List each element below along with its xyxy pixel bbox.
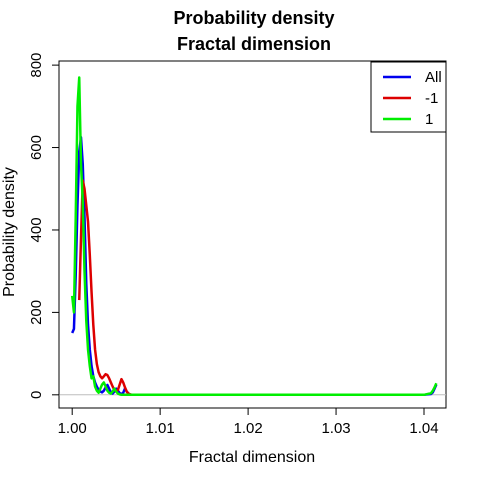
- y-axis-label: Probability density: [1, 167, 18, 297]
- x-axis-label: Fractal dimension: [189, 449, 315, 466]
- chart-subtitle: Fractal dimension: [177, 34, 331, 54]
- y-tick-label: 400: [28, 217, 45, 242]
- x-tick-label: 1.00: [58, 420, 87, 437]
- legend-label-0: All: [425, 69, 442, 86]
- x-tick-label: 1.01: [146, 420, 175, 437]
- legend-label-1: -1: [425, 90, 438, 107]
- y-tick-label: 200: [28, 300, 45, 325]
- y-tick-label: 800: [28, 53, 45, 78]
- x-tick-label: 1.03: [321, 420, 350, 437]
- x-tick-label: 1.04: [409, 420, 438, 437]
- chart-title: Probability density: [173, 8, 334, 28]
- x-tick-label: 1.02: [234, 420, 263, 437]
- legend-label-2: 1: [425, 111, 433, 128]
- y-tick-label: 0: [28, 391, 45, 399]
- y-tick-label: 600: [28, 135, 45, 160]
- legend: All -1 1: [371, 62, 446, 132]
